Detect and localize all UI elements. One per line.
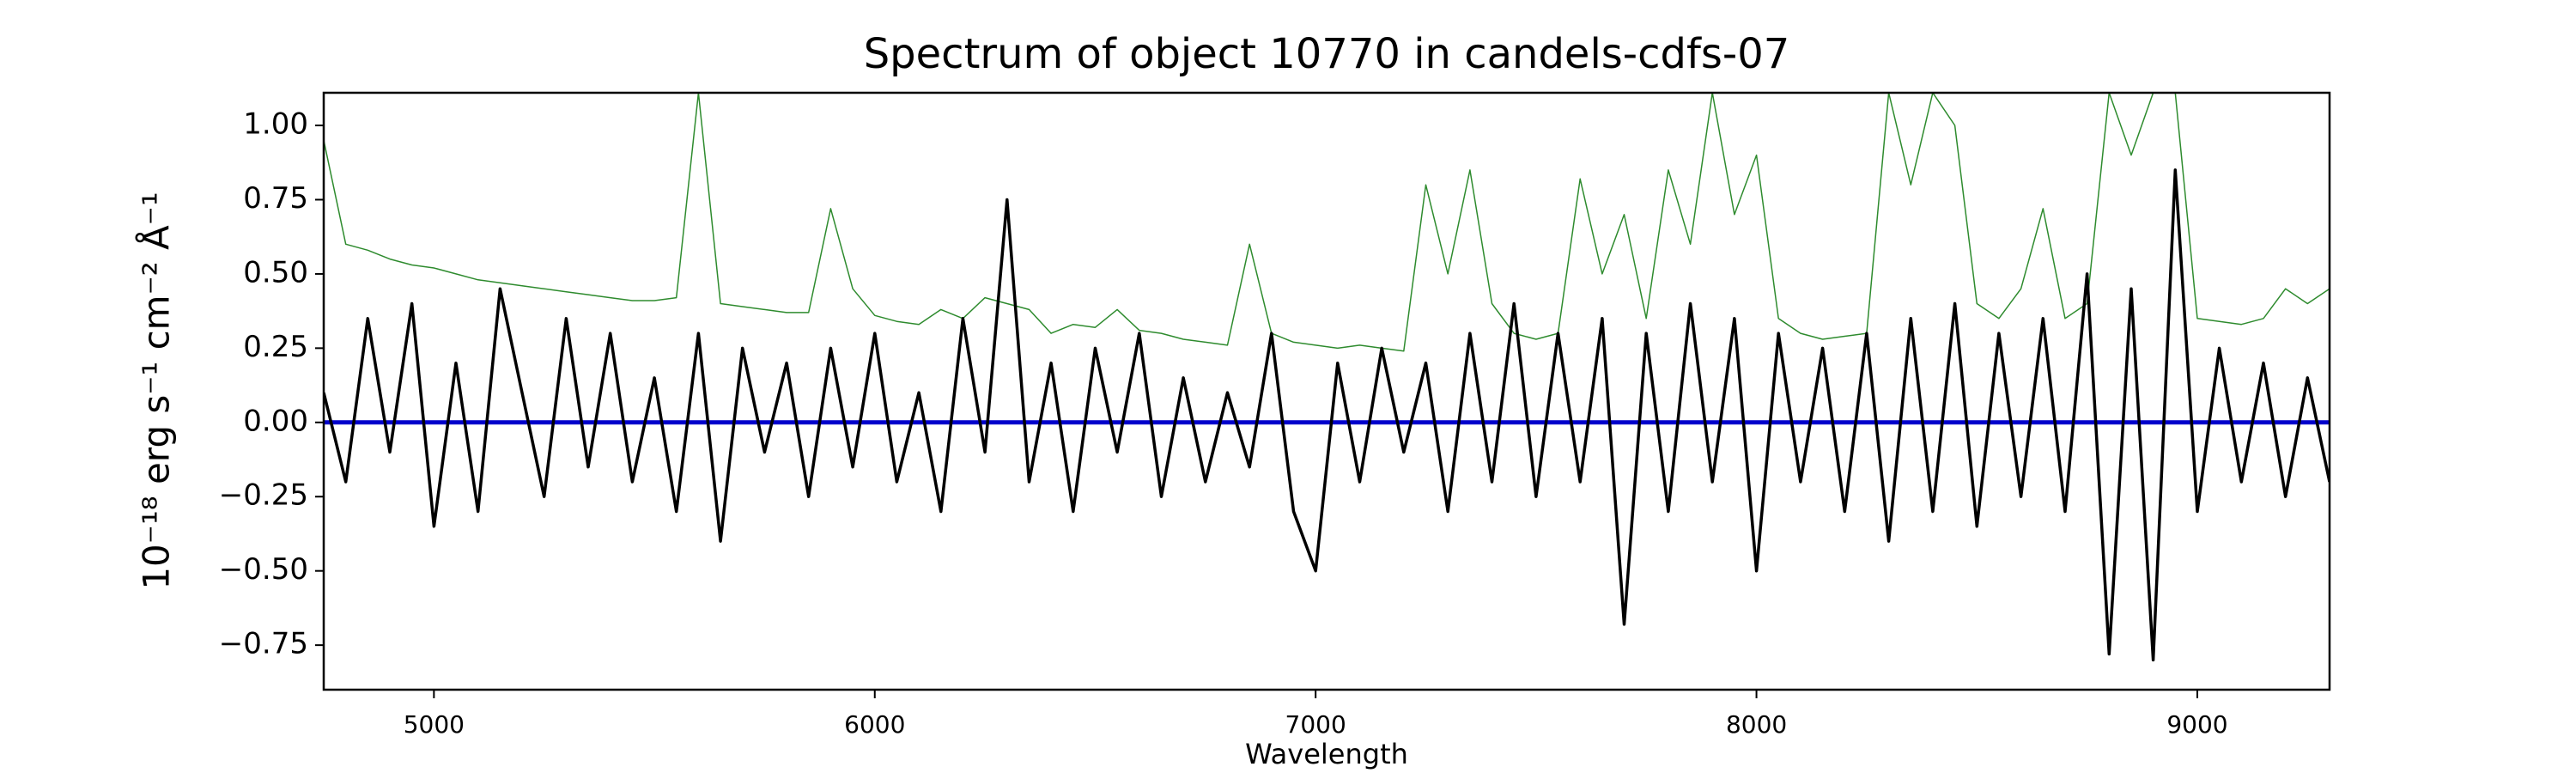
y-tick-label: −0.75 [219,627,308,661]
y-tick-label: 0.25 [243,330,308,364]
x-axis-label: Wavelength [1245,738,1408,770]
x-tick-label: 9000 [2166,710,2227,739]
x-tick-label: 6000 [844,710,905,739]
x-tick-label: 8000 [1726,710,1787,739]
y-tick-label: 0.00 [243,404,308,438]
y-tick-label: 1.00 [243,107,308,142]
chart-title: Spectrum of object 10770 in candels-cdfs… [864,30,1790,78]
y-tick-label: −0.50 [219,552,308,587]
x-tick-label: 5000 [404,710,465,739]
y-tick-label: 0.75 [243,181,308,216]
series-line [324,93,2330,352]
x-tick-label: 7000 [1285,710,1346,739]
y-axis-label: 10⁻¹⁸ erg s⁻¹ cm⁻² Å⁻¹ [135,192,178,589]
y-tick-label: −0.25 [219,478,308,513]
series-line [324,168,2330,662]
y-tick-label: 0.50 [243,255,308,289]
plot-frame [322,91,2331,691]
